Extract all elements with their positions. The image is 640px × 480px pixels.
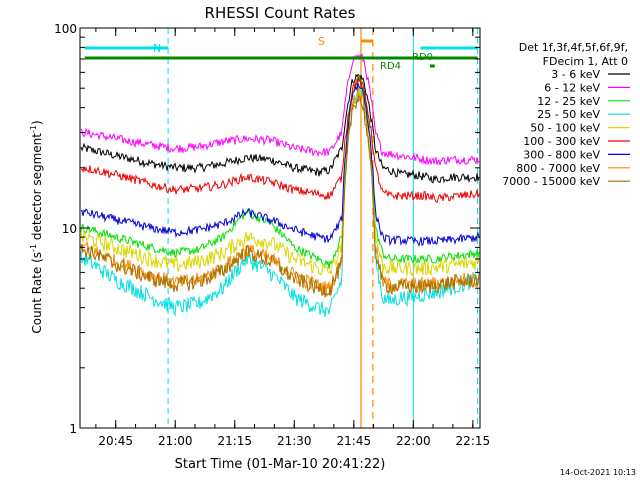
y-axis-label: Count Rate (s-1 detector segment-1) xyxy=(29,120,44,333)
legend-label-5: 100 - 300 keV xyxy=(523,135,600,148)
x-tick-label-1: 21:00 xyxy=(158,434,193,448)
x-tick-label-2: 21:15 xyxy=(217,434,252,448)
x-axis-label: Start Time (01-Mar-10 20:41:22) xyxy=(175,457,386,472)
legend-label-0: 3 - 6 keV xyxy=(551,68,600,81)
rd4-label: RD4 xyxy=(380,61,401,72)
series-line-5 xyxy=(80,76,480,203)
series-line-4 xyxy=(80,85,480,277)
legend-label-6: 300 - 800 keV xyxy=(523,148,600,161)
legend-label-3: 25 - 50 keV xyxy=(537,108,600,121)
legend-header-2: FDecim 1, Att 0 xyxy=(543,55,628,68)
series-line-2 xyxy=(80,75,480,270)
saa-label: S xyxy=(318,35,325,48)
legend-label-7: 800 - 7000 keV xyxy=(516,162,600,175)
legend-label-4: 50 - 100 keV xyxy=(530,122,600,135)
legend-label-1: 6 - 12 keV xyxy=(544,81,600,94)
legend-label-8: 7000 - 15000 keV xyxy=(502,175,600,188)
annotation-layer xyxy=(167,28,479,428)
x-tick-label-4: 21:45 xyxy=(337,434,372,448)
axes-layer: 20:45 21:00 21:15 21:30 21:45 22:00 22:15 1 10 10… xyxy=(54,22,490,448)
x-tick-label-6: 22:15 xyxy=(456,434,491,448)
rd0-label: RD0 xyxy=(412,52,433,63)
x-tick-label-5: 22:00 xyxy=(396,434,431,448)
footer-timestamp: 14-Oct-2021 10:13 xyxy=(560,468,636,477)
legend-header-1: Det 1f,3f,4f,5f,6f,9f, xyxy=(519,41,628,54)
legend-label-2: 12 - 25 keV xyxy=(537,95,600,108)
series-line-6 xyxy=(80,83,480,247)
series-layer xyxy=(80,52,480,318)
y-tick-label-0: 1 xyxy=(69,422,77,436)
y-tick-label-1: 10 xyxy=(62,222,77,236)
series-line-7 xyxy=(80,88,480,297)
annotation-top-layer xyxy=(84,39,478,68)
y-tick-label-2: 100 xyxy=(54,22,77,36)
series-line-1 xyxy=(80,52,480,166)
x-tick-label-0: 20:45 xyxy=(98,434,133,448)
chart-title: RHESSI Count Rates xyxy=(205,4,356,22)
plot-frame xyxy=(79,27,481,429)
night-label: N xyxy=(153,42,161,55)
series-line-8 xyxy=(80,94,480,298)
x-tick-label-3: 21:30 xyxy=(277,434,312,448)
series-line-0 xyxy=(80,73,480,184)
series-line-3 xyxy=(80,85,480,318)
